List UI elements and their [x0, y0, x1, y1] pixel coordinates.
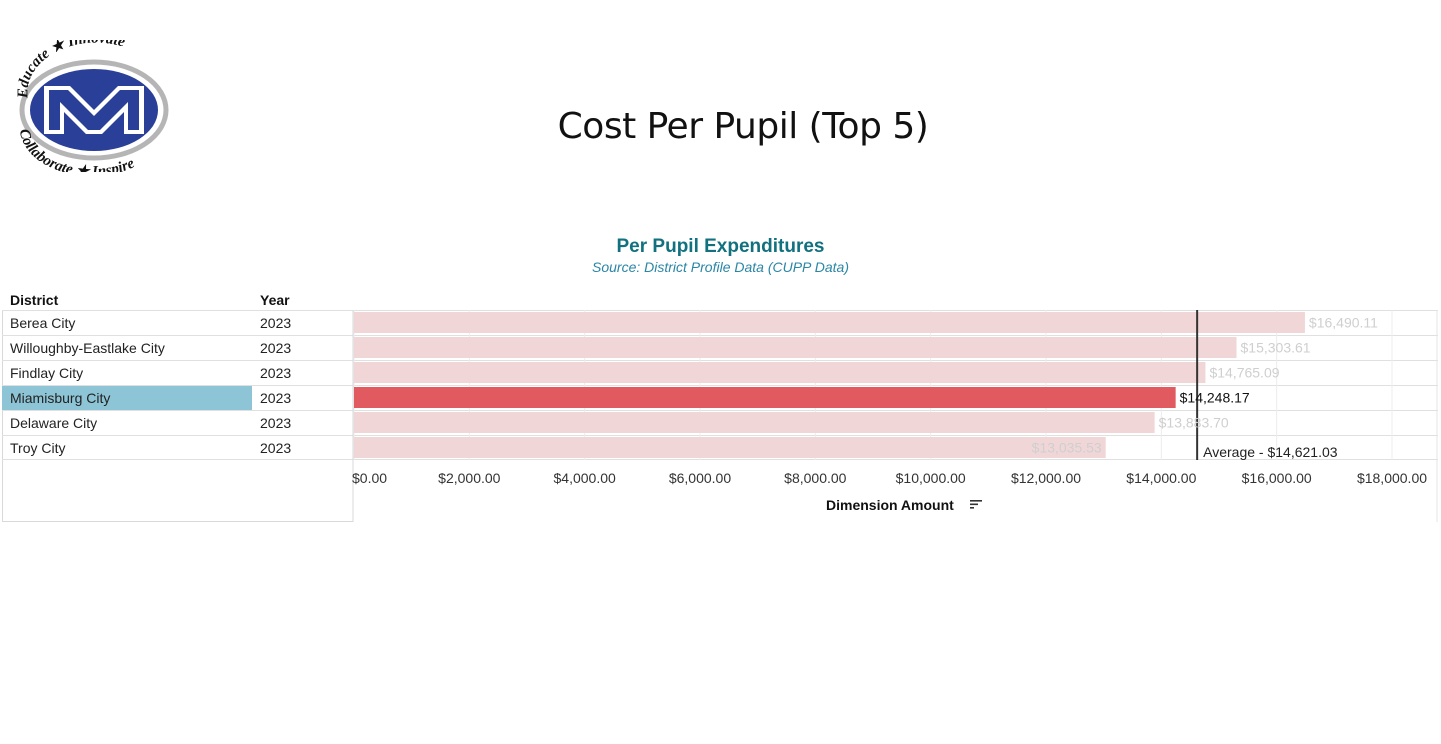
data-label: $13,883.70: [1159, 415, 1229, 431]
bar-chart: $16,490.11 $15,303.61 $14,765.09 $14,248.17…: [352, 310, 1438, 522]
chart-title: Per Pupil Expenditures: [616, 236, 825, 257]
chart-subtitle: Source: District Profile Data (CUPP Data…: [592, 259, 849, 275]
x-tick-label: $6,000.00: [669, 470, 731, 486]
year-cell[interactable]: 2023: [260, 415, 292, 431]
table-frame: [2, 310, 353, 522]
district-cell[interactable]: Willoughby-Eastlake City: [10, 340, 165, 356]
x-tick-label: $12,000.00: [1011, 470, 1081, 486]
year-cell[interactable]: 2023: [260, 440, 292, 456]
x-tick-label: $8,000.00: [784, 470, 846, 486]
x-tick-label: $18,000.00: [1357, 470, 1427, 486]
data-label: $14,248.17: [1180, 390, 1250, 406]
table-row[interactable]: Berea City 2023: [2, 310, 1438, 335]
district-cell[interactable]: Delaware City: [10, 415, 98, 431]
column-header-year[interactable]: Year: [260, 292, 290, 308]
x-tick-label: $2,000.00: [438, 470, 500, 486]
data-label: $14,765.09: [1209, 365, 1279, 381]
bar[interactable]: [354, 337, 1237, 358]
table-row[interactable]: Willoughby-Eastlake City 2023: [2, 335, 1438, 360]
average-reference-label: Average - $14,621.03: [1203, 444, 1338, 460]
x-tick-label: $14,000.00: [1126, 470, 1196, 486]
district-cell[interactable]: Berea City: [10, 315, 76, 331]
bar[interactable]: [354, 362, 1206, 383]
district-cell-selected[interactable]: Miamisburg City: [2, 386, 252, 410]
bar-highlighted[interactable]: [354, 387, 1176, 408]
table-row-selected[interactable]: Miamisburg City 2023: [2, 385, 1438, 410]
x-axis-label: Dimension Amount: [826, 497, 954, 513]
bar[interactable]: [354, 412, 1155, 433]
district-cell[interactable]: Findlay City: [10, 365, 84, 381]
x-tick-label: $4,000.00: [554, 470, 616, 486]
bar[interactable]: [354, 437, 1106, 458]
data-label: $13,035.53: [1032, 440, 1102, 456]
year-cell[interactable]: 2023: [260, 390, 292, 406]
year-cell[interactable]: 2023: [260, 315, 292, 331]
district-cell[interactable]: Troy City: [10, 440, 66, 456]
year-cell[interactable]: 2023: [260, 340, 292, 356]
x-tick-label: $16,000.00: [1242, 470, 1312, 486]
data-label: $16,490.11: [1309, 315, 1378, 331]
data-label: $15,303.61: [1241, 340, 1311, 356]
column-header-district[interactable]: District: [10, 292, 59, 308]
x-tick-label: $0.00: [352, 470, 387, 486]
page-title: Cost Per Pupil (Top 5): [557, 106, 929, 147]
table-row[interactable]: Troy City 2023: [2, 435, 1438, 460]
table-row[interactable]: Findlay City 2023: [2, 360, 1438, 385]
bar[interactable]: [354, 312, 1305, 333]
table-row[interactable]: Delaware City 2023: [2, 410, 1438, 435]
year-cell[interactable]: 2023: [260, 365, 292, 381]
sort-icon[interactable]: [969, 497, 983, 511]
x-tick-label: $10,000.00: [896, 470, 966, 486]
district-logo: Educate ★ Innovate Collaborate ★ Inspire: [15, 40, 169, 172]
